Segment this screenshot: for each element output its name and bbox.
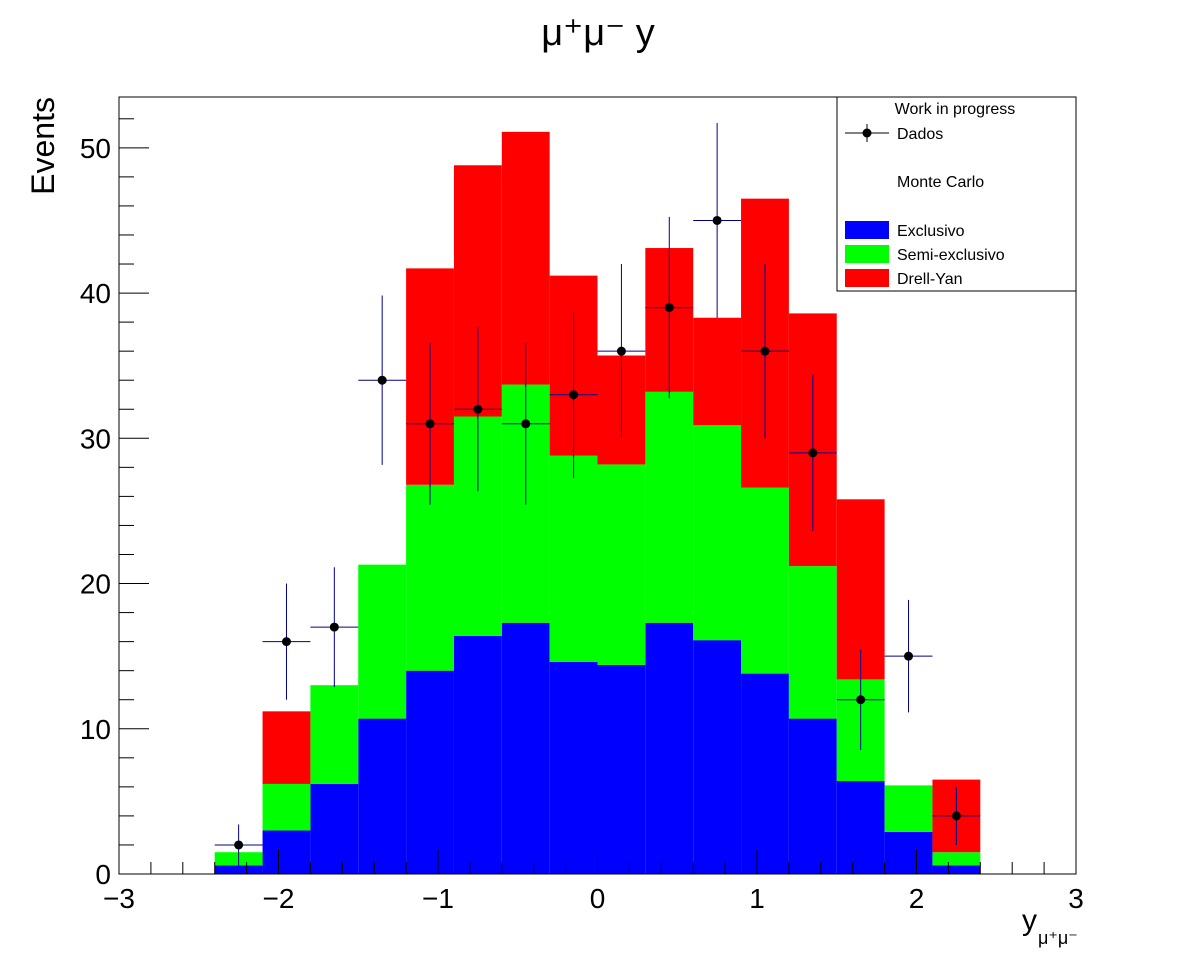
- bar-semi-exclusivo-7: [549, 455, 598, 662]
- y-tick-label: 10: [80, 714, 111, 745]
- legend-label-drell-yan: Drell-Yan: [897, 271, 963, 288]
- y-tick-label: 50: [80, 133, 111, 164]
- x-axis-label-main: y: [1022, 904, 1037, 937]
- legend-swatch-semi-exclusivo: [845, 245, 889, 263]
- data-point: [329, 622, 339, 632]
- legend-entry-exclusivo: Exclusivo: [845, 221, 965, 240]
- bar-drell-yan-6: [501, 131, 550, 385]
- y-tick-label: 20: [80, 569, 111, 600]
- data-point: [664, 303, 674, 313]
- x-tick-label: 2: [909, 883, 925, 914]
- legend-header: Work in progress: [895, 101, 1016, 118]
- data-point: [473, 404, 483, 414]
- data-point: [951, 811, 961, 821]
- x-tick-label: −1: [422, 883, 454, 914]
- bar-exclusivo-4: [406, 670, 454, 874]
- bar-exclusivo-8: [597, 664, 646, 874]
- legend-entry-semi-exclusivo: Semi-exclusivo: [845, 245, 1005, 264]
- legend-label-exclusivo: Exclusivo: [897, 223, 965, 240]
- data-point: [569, 390, 579, 400]
- legend-dados-marker: [862, 128, 872, 138]
- x-tick-label: 1: [749, 883, 765, 914]
- data-point: [856, 695, 866, 705]
- legend-swatch-drell-yan: [845, 269, 889, 287]
- legend-label-semi-exclusivo: Semi-exclusivo: [897, 247, 1005, 264]
- bar-exclusivo-7: [549, 661, 598, 874]
- bar-exclusivo-10: [693, 640, 742, 874]
- x-axis-label-subscript: μ⁺μ⁻: [1038, 928, 1078, 948]
- bar-drell-yan-1: [262, 711, 311, 784]
- bar-exclusivo-13: [836, 781, 885, 874]
- x-axis-label: y μ⁺μ⁻: [1022, 904, 1078, 948]
- x-tick-label: −3: [103, 883, 135, 914]
- x-tick-label: −2: [263, 883, 295, 914]
- bar-exclusivo-12: [788, 718, 837, 874]
- bar-drell-yan-10: [693, 317, 742, 426]
- data-point: [904, 651, 914, 661]
- data-point: [425, 419, 435, 429]
- stacked-histogram: [214, 131, 981, 874]
- bar-semi-exclusivo-12: [788, 566, 837, 719]
- data-point: [521, 419, 531, 429]
- y-tick-label: 0: [95, 859, 111, 890]
- bar-exclusivo-15: [932, 865, 981, 874]
- legend-swatch-exclusivo: [845, 221, 889, 239]
- bar-exclusivo-9: [645, 622, 694, 874]
- data-point: [808, 448, 818, 458]
- bar-exclusivo-14: [884, 831, 933, 874]
- bar-exclusivo-0: [214, 865, 263, 874]
- legend-mc-label: Monte Carlo: [897, 174, 984, 191]
- bar-semi-exclusivo-15: [932, 852, 981, 866]
- data-points: [214, 123, 981, 866]
- legend-dados-label: Dados: [897, 126, 943, 143]
- bar-semi-exclusivo-14: [884, 785, 933, 832]
- data-point: [616, 346, 626, 356]
- y-axis-label: Events: [25, 97, 61, 195]
- legend: Work in progress Dados Monte Carlo Exclu…: [836, 96, 1077, 292]
- bar-semi-exclusivo-8: [597, 464, 646, 665]
- bar-semi-exclusivo-11: [741, 487, 789, 674]
- bar-exclusivo-11: [741, 673, 789, 874]
- bar-semi-exclusivo-9: [645, 391, 694, 623]
- x-tick-label: 0: [590, 883, 606, 914]
- y-tick-label: 40: [80, 278, 111, 309]
- data-point: [760, 346, 770, 356]
- bar-drell-yan-13: [836, 499, 885, 680]
- data-point: [377, 375, 387, 385]
- bar-semi-exclusivo-4: [406, 484, 454, 671]
- legend-entry-dados: Dados: [845, 124, 943, 143]
- bar-semi-exclusivo-3: [358, 564, 407, 719]
- bar-semi-exclusivo-1: [262, 783, 311, 831]
- bar-semi-exclusivo-10: [693, 425, 742, 641]
- data-point: [234, 840, 244, 850]
- bar-exclusivo-1: [262, 830, 311, 874]
- x-tick-label: 3: [1068, 883, 1084, 914]
- bar-exclusivo-5: [453, 635, 502, 874]
- chart-title: μ⁺μ⁻ y: [541, 12, 654, 54]
- bar-exclusivo-2: [310, 783, 359, 874]
- data-point: [281, 637, 291, 647]
- data-point: [712, 215, 722, 225]
- bar-exclusivo-3: [358, 718, 407, 874]
- legend-entry-drell-yan: Drell-Yan: [845, 269, 963, 288]
- bar-semi-exclusivo-2: [310, 685, 359, 784]
- y-tick-label: 30: [80, 423, 111, 454]
- bar-exclusivo-6: [501, 622, 550, 874]
